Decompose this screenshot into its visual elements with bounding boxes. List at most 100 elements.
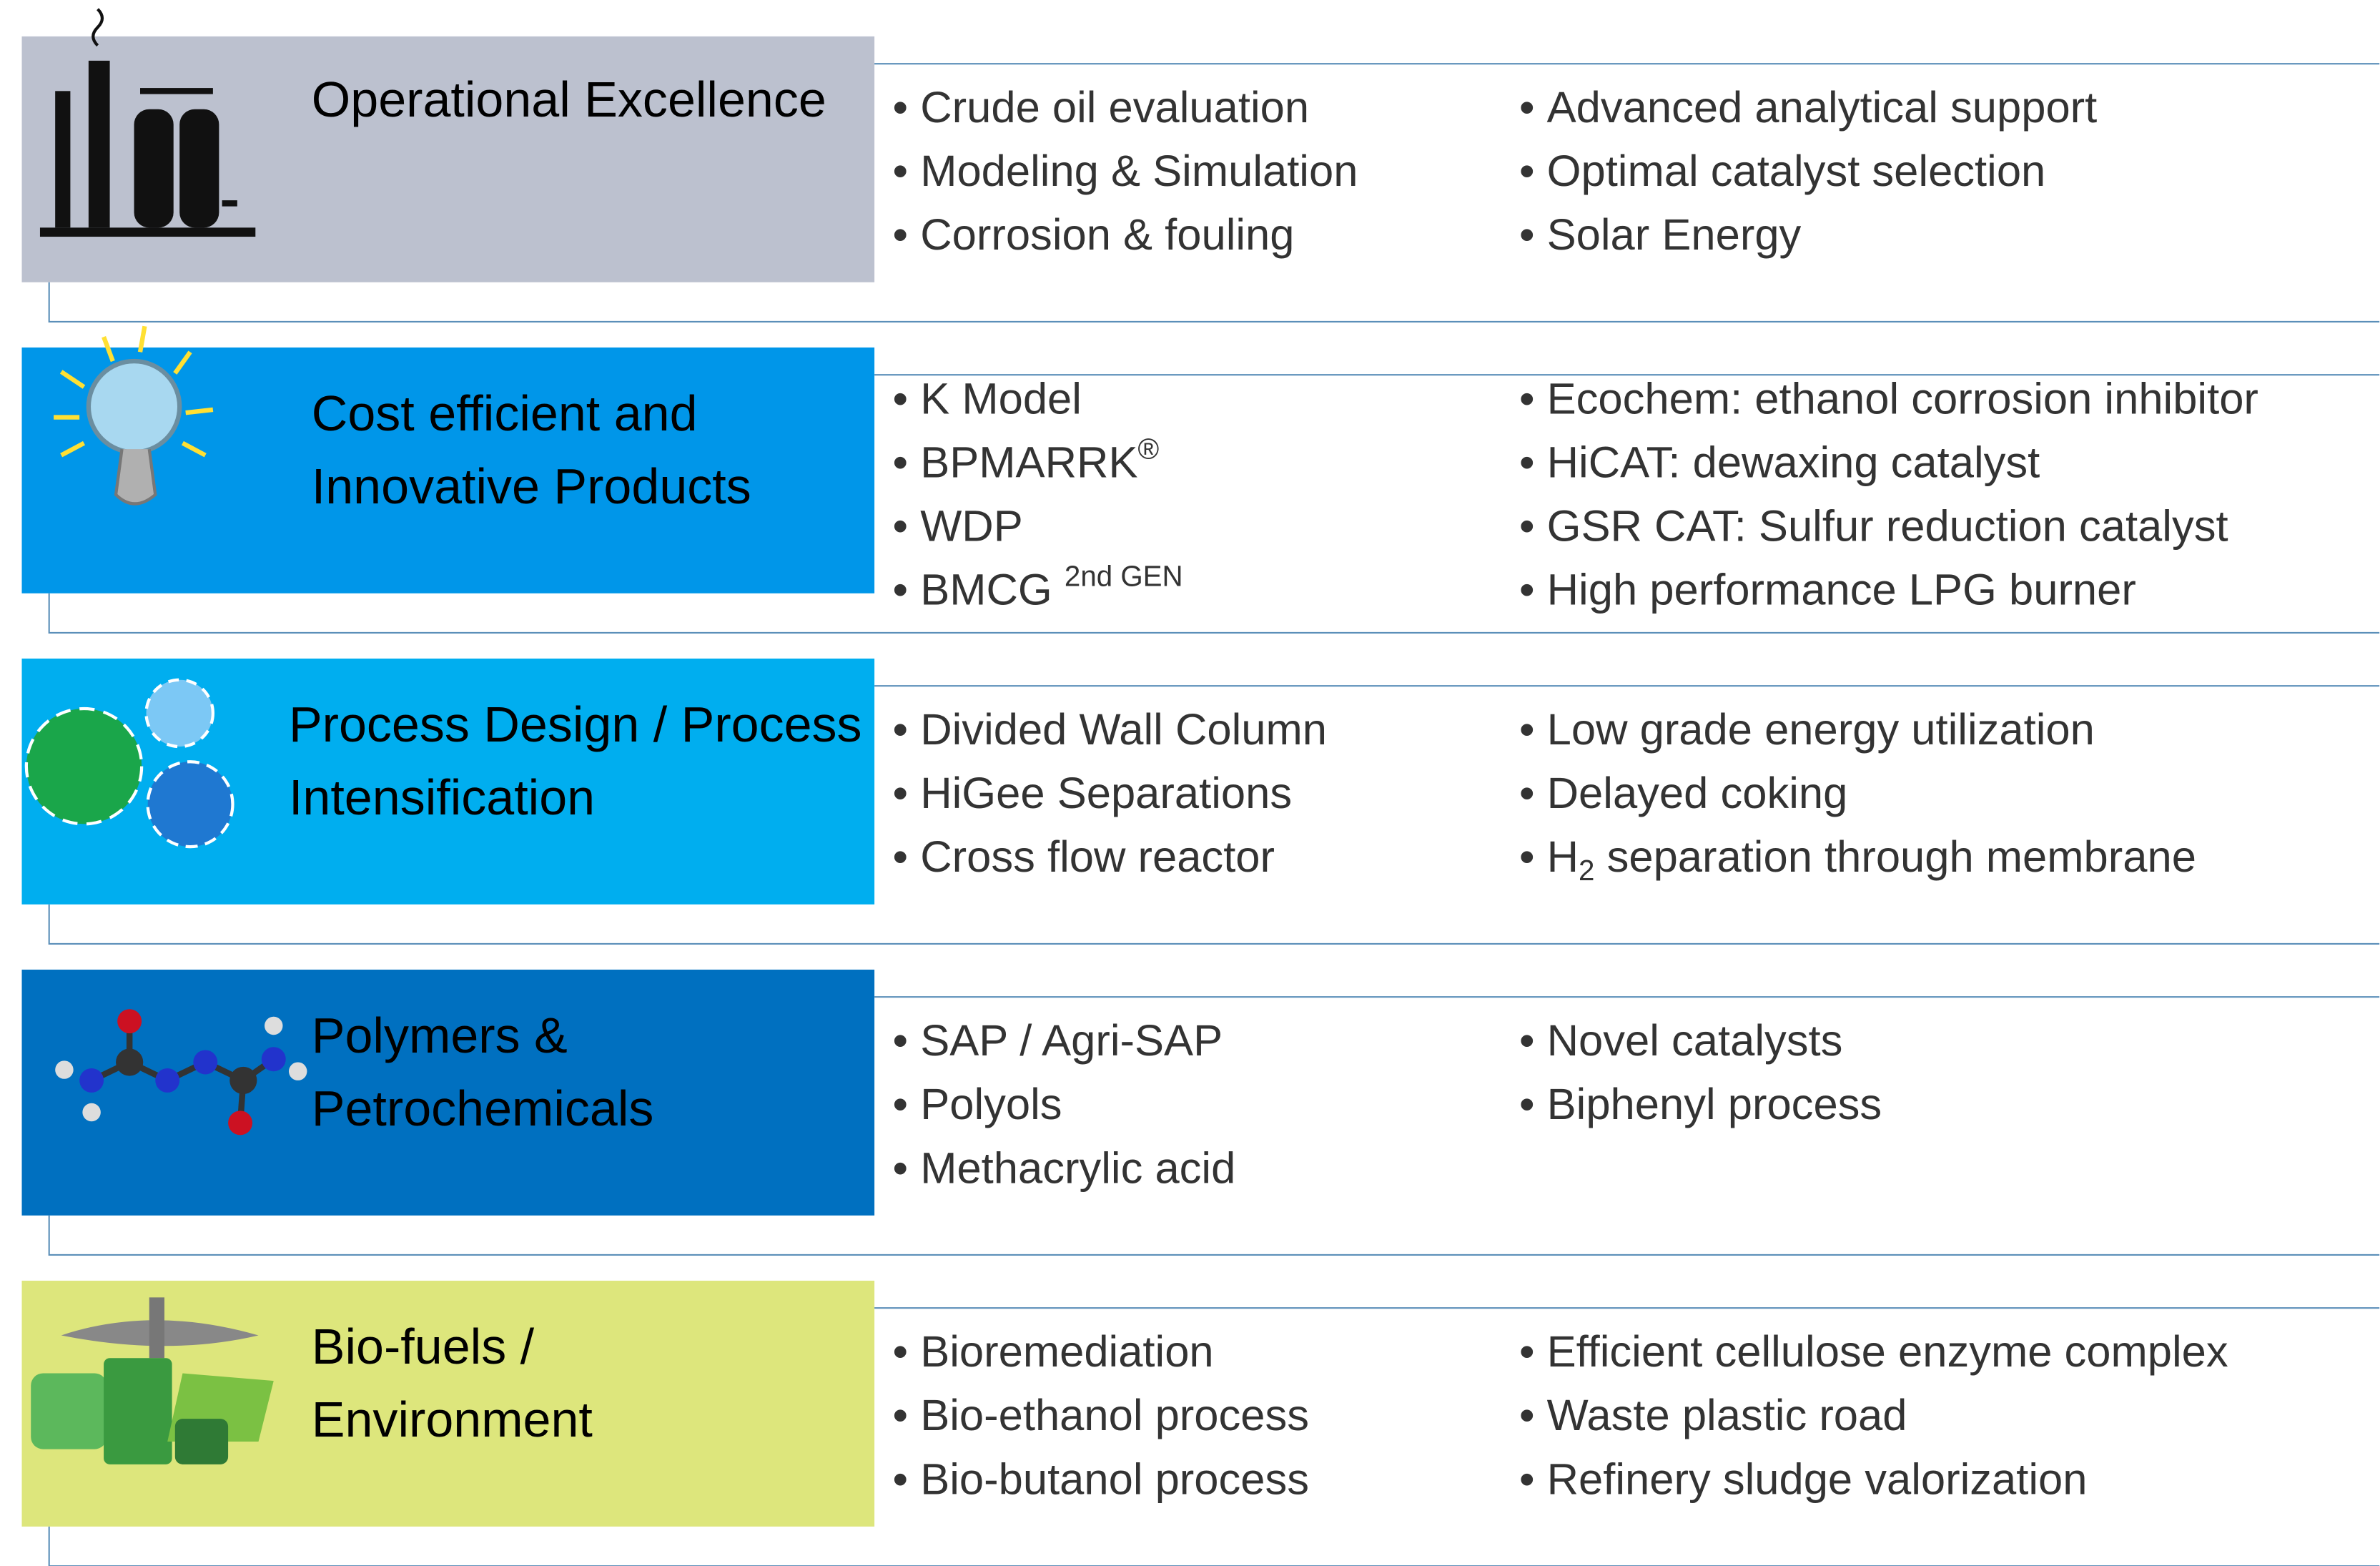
bullet: •	[1519, 210, 1547, 260]
bullet: •	[1519, 147, 1547, 196]
category-title: Environment	[312, 1392, 593, 1447]
bullet-item: • Corrosion & fouling	[893, 210, 1295, 260]
bullet: •	[893, 147, 921, 196]
item-text: Divided Wall Column	[920, 705, 1327, 754]
bullet: •	[893, 1327, 921, 1377]
bullet-item: • WDP	[893, 502, 1023, 551]
bullet: •	[893, 375, 921, 424]
item-text: Waste plastic road	[1547, 1391, 1907, 1440]
molecule-icon	[55, 1009, 307, 1136]
item-text: Modeling & Simulation	[920, 147, 1358, 196]
item-text: separation through membrane	[1594, 832, 2196, 882]
bullet-item: • Ecochem: ethanol corrosion inhibitor	[1519, 375, 2258, 424]
item-text: Delayed coking	[1547, 769, 1848, 818]
bullet: •	[893, 210, 921, 260]
bullet: •	[1519, 83, 1547, 132]
bullet-item: • HiCAT: dewaxing catalyst	[1519, 438, 2040, 488]
item-superscript: ®	[1138, 433, 1160, 465]
category-title: Innovative Products	[312, 458, 751, 514]
item-text: HiGee Separations	[920, 769, 1292, 818]
category-title: Cost efficient and	[312, 385, 698, 441]
bullet: •	[1519, 438, 1547, 488]
item-text: Crude oil evaluation	[920, 83, 1309, 132]
bullet: •	[893, 1144, 921, 1193]
item-text: Efficient cellulose enzyme complex	[1547, 1327, 2228, 1377]
connector	[48, 593, 2380, 634]
item-text: HiCAT: dewaxing catalyst	[1547, 438, 2040, 488]
bullet-item: • GSR CAT: Sulfur reduction catalyst	[1519, 502, 2228, 551]
bullet: •	[1519, 375, 1547, 424]
bullet: •	[1519, 1016, 1547, 1065]
item-text: Biphenyl process	[1547, 1080, 1882, 1129]
transport-icon	[31, 1297, 274, 1464]
bullet: •	[1519, 705, 1547, 754]
item-text: Optimal catalyst selection	[1547, 147, 2046, 196]
bullet: •	[1519, 566, 1547, 615]
connector	[48, 1215, 2380, 1256]
bullet-item: • High performance LPG burner	[1519, 566, 2136, 615]
connector	[48, 904, 2380, 945]
bullet: •	[893, 705, 921, 754]
item-subscript: 2	[1579, 855, 1594, 887]
bullet-item: • Efficient cellulose enzyme complex	[1519, 1327, 2228, 1377]
item-text: Polyols	[920, 1080, 1062, 1129]
connector	[48, 1526, 2380, 1566]
bullet: •	[893, 1016, 921, 1065]
bullet-item: • Polyols	[893, 1080, 1062, 1129]
bullet-item: • Cross flow reactor	[893, 832, 1275, 882]
bullet: •	[1519, 1327, 1547, 1377]
item-text: Ecochem: ethanol corrosion inhibitor	[1547, 375, 2258, 424]
bullet: •	[1519, 1455, 1547, 1505]
bullet: •	[893, 566, 921, 615]
item-text: Cross flow reactor	[920, 832, 1275, 882]
item-text: Novel catalysts	[1547, 1016, 1843, 1065]
item-text: GSR CAT: Sulfur reduction catalyst	[1547, 502, 2228, 551]
bullet-item: • BMCG 2nd GEN	[893, 560, 1183, 615]
rows: Operational Excellence • Crude oil evalua…	[21, 36, 2380, 1566]
bullet-item: • K Model	[893, 375, 1082, 424]
item-text: H	[1547, 832, 1579, 882]
bullet-item: • Waste plastic road	[1519, 1391, 1907, 1440]
bullet-item: • Optimal catalyst selection	[1519, 147, 2045, 196]
item-text: BMCG	[920, 566, 1065, 615]
bullet-item: • Solar Energy	[1519, 210, 1802, 260]
category-title: Polymers &	[312, 1008, 568, 1063]
bullet-item: • Divided Wall Column	[893, 705, 1327, 754]
bullet: •	[893, 1391, 921, 1440]
category-title: Bio-fuels /	[312, 1319, 535, 1374]
item-text: Advanced analytical support	[1547, 83, 2098, 132]
bullet: •	[1519, 502, 1547, 551]
item-text: Methacrylic acid	[920, 1144, 1235, 1193]
category-title: Process Design / Process	[289, 696, 862, 752]
bullet-item: • Novel catalysts	[1519, 1016, 1842, 1065]
bullet: •	[893, 832, 921, 882]
bullet-item: • H2 separation through membrane	[1519, 832, 2196, 886]
bullet: •	[893, 83, 921, 132]
category-box	[21, 970, 875, 1216]
bullet: •	[1519, 769, 1547, 818]
category-title: Intensification	[289, 769, 595, 825]
bullet: •	[893, 769, 921, 818]
bullet-item: • Bioremediation	[893, 1327, 1214, 1377]
bullet-item: • Modeling & Simulation	[893, 147, 1358, 196]
bullet-item: • Methacrylic acid	[893, 1144, 1236, 1193]
item-superscript: 2nd GEN	[1065, 560, 1183, 592]
item-text: Refinery sludge valorization	[1547, 1455, 2088, 1505]
item-text: Corrosion & fouling	[920, 210, 1294, 260]
item-text: Bio-butanol process	[920, 1455, 1309, 1505]
bullet-item: • Bio-ethanol process	[893, 1391, 1309, 1440]
bullet: •	[893, 1080, 921, 1129]
factory-icon	[39, 8, 256, 237]
bullet-item: • Bio-butanol process	[893, 1455, 1309, 1505]
item-text: Low grade energy utilization	[1547, 705, 2095, 754]
item-text: BPMARRK	[920, 438, 1137, 488]
bullet-item: • BPMARRK®	[893, 433, 1160, 488]
item-text: Bioremediation	[920, 1327, 1213, 1377]
bullet-item: • SAP / Agri-SAP	[893, 1016, 1223, 1065]
bullet-item: • HiGee Separations	[893, 769, 1293, 818]
item-text: Solar Energy	[1547, 210, 1802, 260]
bullet: •	[893, 438, 921, 488]
connector	[48, 282, 2380, 322]
